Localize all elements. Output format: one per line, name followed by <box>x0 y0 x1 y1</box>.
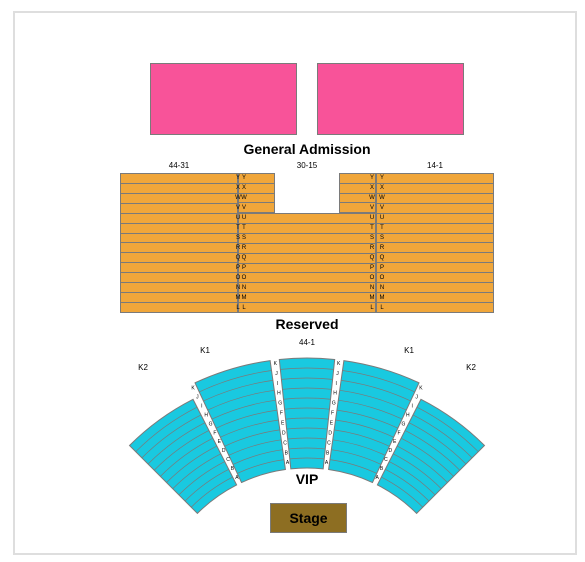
svg-text:J: J <box>196 394 199 400</box>
svg-text:B: B <box>326 450 330 456</box>
svg-text:I: I <box>277 381 278 387</box>
svg-text:G: G <box>401 421 405 427</box>
svg-text:D: D <box>388 448 392 454</box>
reserved-center <box>238 173 376 313</box>
svg-text:B: B <box>380 466 384 472</box>
reserved-col-left: 44-31 <box>169 161 189 170</box>
svg-text:F: F <box>280 411 283 417</box>
svg-text:E: E <box>393 439 397 445</box>
svg-text:C: C <box>384 457 388 463</box>
svg-text:K: K <box>274 361 278 367</box>
svg-text:J: J <box>336 371 339 377</box>
svg-text:I: I <box>336 381 337 387</box>
reserved-right <box>376 173 494 313</box>
svg-text:J: J <box>415 394 418 400</box>
stage: Stage <box>270 503 347 533</box>
svg-text:G: G <box>209 421 213 427</box>
svg-text:E: E <box>330 420 334 426</box>
svg-text:D: D <box>328 430 332 436</box>
reserved-col-right: 14-1 <box>427 161 443 170</box>
seating-chart: General Admission 44-31 30-15 14-1 YXWVU… <box>0 0 585 562</box>
svg-text:H: H <box>333 391 337 397</box>
svg-text:I: I <box>201 403 202 409</box>
ga-block-left <box>150 63 297 135</box>
svg-text:F: F <box>331 411 334 417</box>
chart-frame: General Admission 44-31 30-15 14-1 YXWVU… <box>13 11 577 555</box>
reserved-col-center: 30-15 <box>297 161 317 170</box>
svg-text:A: A <box>286 460 290 466</box>
svg-text:H: H <box>277 391 281 397</box>
svg-text:G: G <box>332 401 336 407</box>
svg-text:C: C <box>327 440 331 446</box>
row-letters: YXWVUTSRQPONML <box>368 173 376 313</box>
svg-text:J: J <box>275 371 278 377</box>
reserved-label: Reserved <box>275 316 338 332</box>
svg-text:I: I <box>412 403 413 409</box>
svg-text:H: H <box>406 412 410 418</box>
svg-text:K: K <box>191 385 195 391</box>
row-letters: YXWVUTSRQPONML <box>378 173 386 313</box>
svg-text:K: K <box>337 361 341 367</box>
svg-text:A: A <box>325 460 329 466</box>
svg-text:E: E <box>281 420 285 426</box>
vip-label: VIP <box>296 471 319 487</box>
svg-text:E: E <box>218 439 222 445</box>
svg-text:B: B <box>285 450 289 456</box>
ga-block-right <box>317 63 464 135</box>
svg-text:A: A <box>375 475 379 481</box>
general-admission-label: General Admission <box>243 141 370 157</box>
svg-text:G: G <box>278 401 282 407</box>
svg-text:D: D <box>282 430 286 436</box>
svg-text:D: D <box>222 448 226 454</box>
svg-text:K: K <box>419 385 423 391</box>
svg-text:C: C <box>226 457 230 463</box>
reserved-left <box>120 173 238 313</box>
svg-text:C: C <box>283 440 287 446</box>
row-letters: YXWVUTSRQPONML <box>240 173 248 313</box>
svg-text:F: F <box>398 430 401 436</box>
stage-label: Stage <box>289 510 327 526</box>
svg-text:F: F <box>213 430 216 436</box>
svg-text:H: H <box>204 412 208 418</box>
